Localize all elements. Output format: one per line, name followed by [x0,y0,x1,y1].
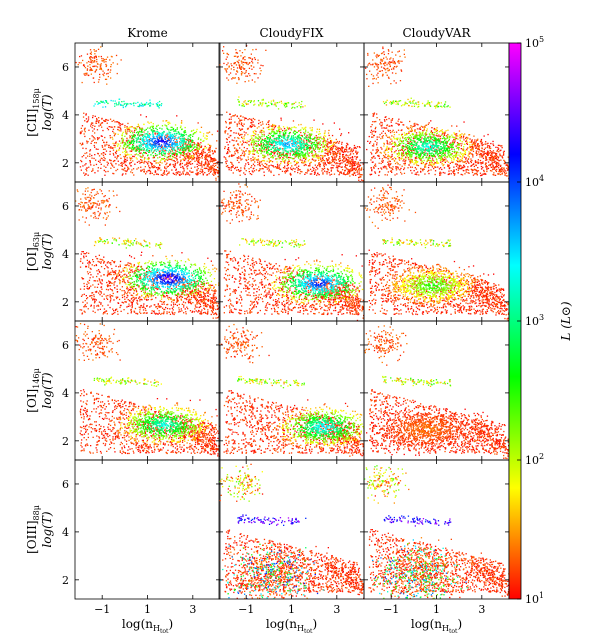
y-axis-label: log(T) [40,94,54,130]
panel-1-1 [218,181,365,322]
panel-points [219,463,364,599]
y-tick-label: 6 [62,61,69,74]
y-tick-label: 4 [62,248,69,261]
panel-points [365,46,509,180]
panel-points [75,187,220,319]
panel-points [75,46,220,182]
panel-3-0 [74,459,221,600]
colorbar-tick-label: 105 [525,35,544,50]
colorbar-tick-label: 104 [525,174,544,189]
panel-points [75,323,220,457]
colorbar: 101 102 103 104 105 L (L⊙) [508,35,573,606]
x-tick-label: 1 [433,603,440,616]
x-axis-label: log(nHtot) [411,617,462,635]
y-tick-label: 6 [62,478,69,491]
panel-frame [218,181,365,322]
panel-0-2 [363,42,510,183]
x-tick-label: 3 [478,603,485,616]
x-tick-label: 1 [288,603,295,616]
y-axis-label: log(T) [40,511,54,547]
panel-1-0 [74,181,221,322]
panel-3-2 [363,459,510,600]
panel-2-0 [74,320,221,461]
column-title: CloudyVAR [403,26,472,40]
y-tick-label: 4 [62,526,69,539]
row-line-label: [OI]63μ [25,232,41,271]
column-title: Krome [127,26,167,40]
x-axis-label: log(nHtot) [122,617,173,635]
y-tick-label: 2 [62,435,69,448]
y-axis-label: log(T) [40,233,54,269]
y-tick-label: 2 [62,296,69,309]
panel-points [219,323,364,457]
x-tick-label: −1 [383,603,399,616]
panel-grid [74,42,510,600]
panel-points [364,465,509,599]
panel-frame [74,459,221,600]
y-tick-label: 2 [62,157,69,170]
panel-3-1 [218,459,365,600]
row-line-label: [OIII]88μ [25,505,41,554]
x-tick-label: 3 [189,603,196,616]
colorbar-tick-label: 102 [525,452,544,467]
x-tick-label: 3 [333,603,340,616]
x-tick-label: 1 [144,603,151,616]
x-axis-label: log(nHtot) [266,617,317,635]
colorbar-tick-label: 101 [525,591,544,606]
y-tick-label: 6 [62,200,69,213]
y-tick-label: 2 [62,574,69,587]
panel-points [219,183,364,321]
row-line-label: [OI]146μ [25,368,41,412]
y-tick-label: 4 [62,387,69,400]
panel-points [364,184,509,321]
x-tick-label: −1 [94,603,110,616]
panel-0-1 [218,42,365,183]
panel-2-2 [363,320,510,461]
panel-points [219,45,364,182]
column-title: CloudyFIX [259,26,324,40]
axis-labels: 2 4 6 2 4 6 2 4 6 −1 1 3 2 4 6 −1 1 3 −1 1 3 Krome CloudyFIX Cl… [25,26,485,635]
x-tick-label: −1 [238,603,254,616]
y-axis-label: log(T) [40,372,54,408]
row-line-label: [CII]158μ [25,88,41,137]
colorbar-tick-label: 103 [525,313,544,328]
panel-0-0 [74,42,221,183]
panel-1-2 [363,181,510,322]
panel-2-1 [218,320,365,461]
colorbar-label: L (L⊙) [559,301,573,341]
y-tick-label: 4 [62,109,69,122]
panel-points [364,325,509,460]
y-tick-label: 6 [62,339,69,352]
